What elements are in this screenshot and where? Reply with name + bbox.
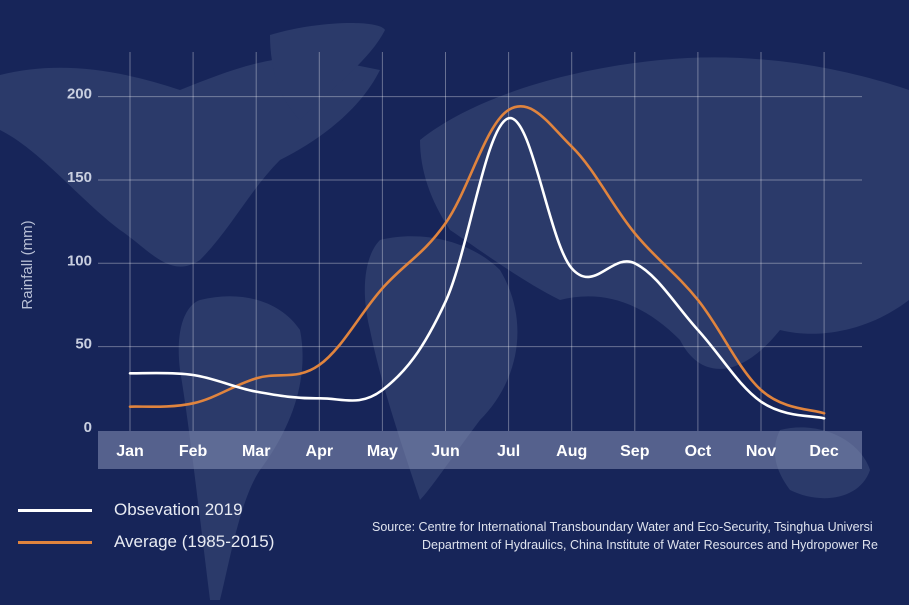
x-tick-label: Mar [242, 443, 270, 460]
x-axis-ticks: Jan Feb Mar Apr May Jun Jul Aug Sep Oct Nov Dec [116, 443, 839, 460]
world-map-background [0, 23, 909, 600]
legend-label: Average (1985-2015) [114, 532, 275, 551]
legend-swatch-white [18, 508, 92, 512]
y-tick-label: 100 [67, 252, 92, 269]
x-tick-label: Nov [746, 443, 776, 460]
source-line-1: Source: Centre for International Transbo… [372, 520, 873, 534]
x-tick-label: Sep [620, 443, 650, 460]
x-tick-label: Apr [306, 443, 334, 460]
legend-item-average: Average (1985-2015) [18, 532, 274, 552]
x-tick-label: Feb [179, 443, 208, 460]
y-tick-label: 200 [67, 86, 92, 103]
x-tick-label: May [367, 443, 398, 460]
x-tick-label: Jul [497, 443, 520, 460]
legend-label: Obsevation 2019 [114, 500, 243, 519]
y-tick-label: 0 [84, 419, 92, 436]
y-tick-label: 50 [75, 336, 92, 353]
series-line-observation [128, 116, 826, 420]
y-tick-label: 150 [67, 169, 92, 186]
source-note: Source: Centre for International Transbo… [372, 518, 878, 554]
x-tick-label: Aug [556, 443, 587, 460]
x-tick-label: Oct [685, 443, 712, 460]
x-axis-band [98, 431, 862, 469]
series-line-average [128, 105, 826, 415]
y-axis-label: Rainfall (mm) [19, 220, 36, 309]
x-tick-label: Dec [809, 443, 838, 460]
x-tick-label: Jan [116, 443, 144, 460]
legend-item-observation: Obsevation 2019 [18, 500, 243, 520]
grid-lines [98, 52, 862, 431]
x-tick-label: Jun [431, 443, 459, 460]
source-line-2: Department of Hydraulics, China Institut… [422, 538, 878, 552]
y-axis-ticks: 0 50 100 150 200 [67, 86, 92, 436]
legend-swatch-orange [18, 540, 92, 544]
series-lines [128, 105, 826, 420]
